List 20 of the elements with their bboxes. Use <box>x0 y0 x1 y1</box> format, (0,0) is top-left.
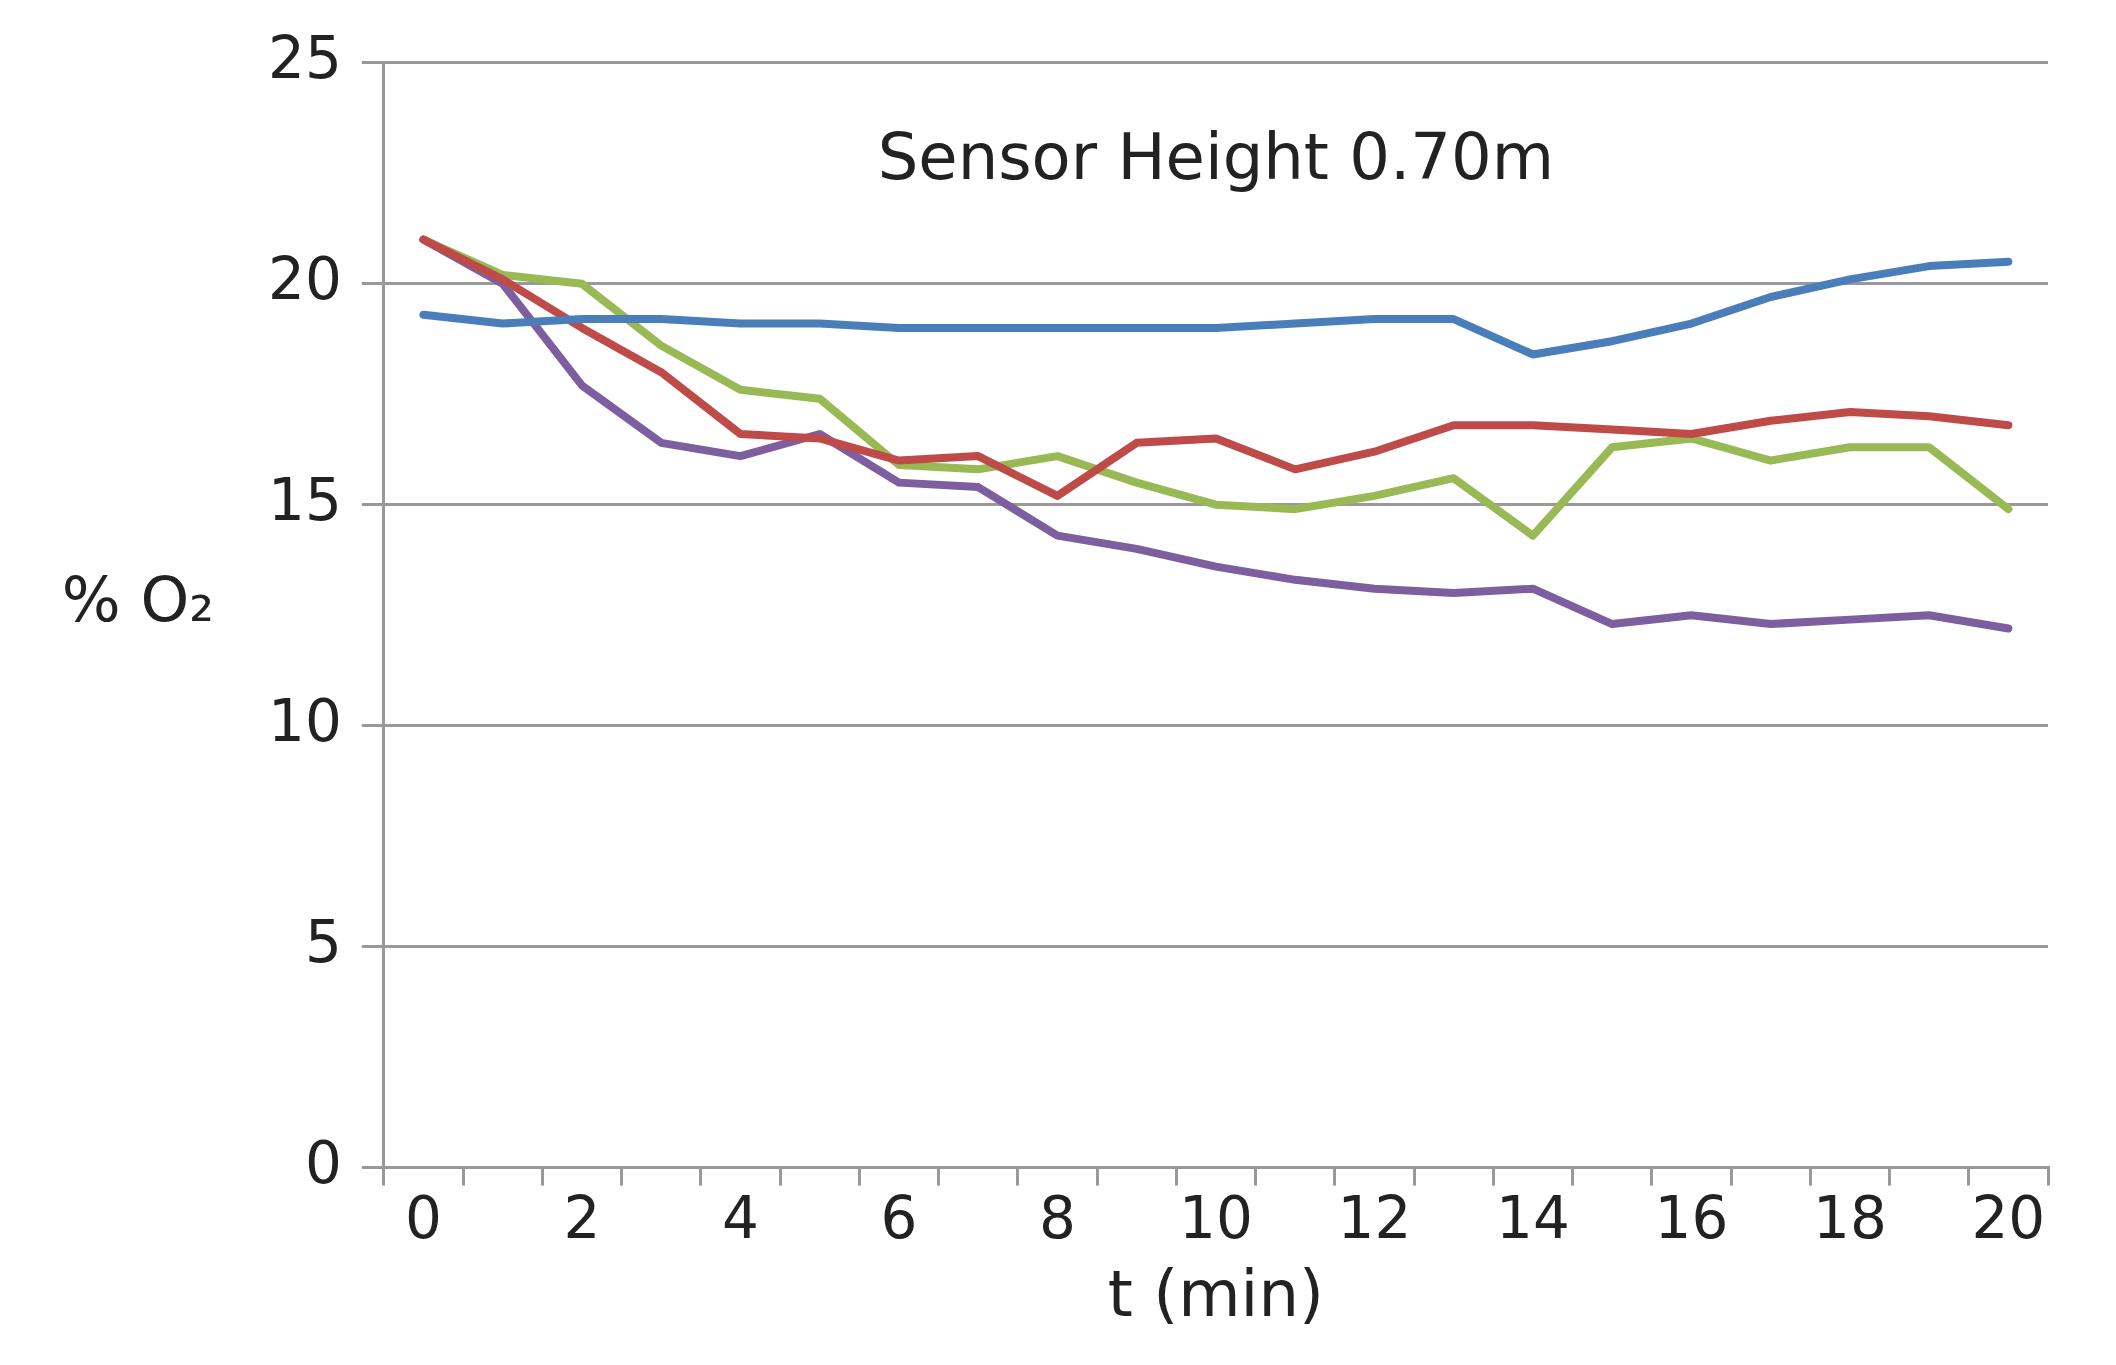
x-tick-label: 6 <box>880 1184 918 1253</box>
x-axis-title: t (min) <box>1107 1257 1324 1332</box>
x-tick-label: 14 <box>1495 1184 1570 1253</box>
x-tick-label: 0 <box>404 1184 442 1253</box>
x-tick-label: 10 <box>1179 1184 1253 1253</box>
x-tick-label: 16 <box>1654 1184 1729 1253</box>
y-tick-label: 5 <box>304 907 342 976</box>
x-tick-label: 18 <box>1812 1184 1887 1253</box>
y-tick-label: 15 <box>267 465 342 534</box>
x-tick-label: 12 <box>1337 1184 1412 1253</box>
y-axis-title: % O₂ <box>61 563 215 637</box>
y-tick-label: 0 <box>304 1128 342 1197</box>
y-tick-label: 25 <box>267 23 342 92</box>
x-tick-label: 4 <box>721 1184 759 1253</box>
text: Sensor Height 0.70m <box>877 120 1555 195</box>
x-tick-label: 20 <box>1971 1184 2046 1253</box>
x-tick-label: 2 <box>563 1184 601 1253</box>
y-tick-label: 20 <box>267 244 342 313</box>
x-tick-label: 8 <box>1038 1184 1076 1253</box>
y-tick-label: 10 <box>267 686 342 755</box>
